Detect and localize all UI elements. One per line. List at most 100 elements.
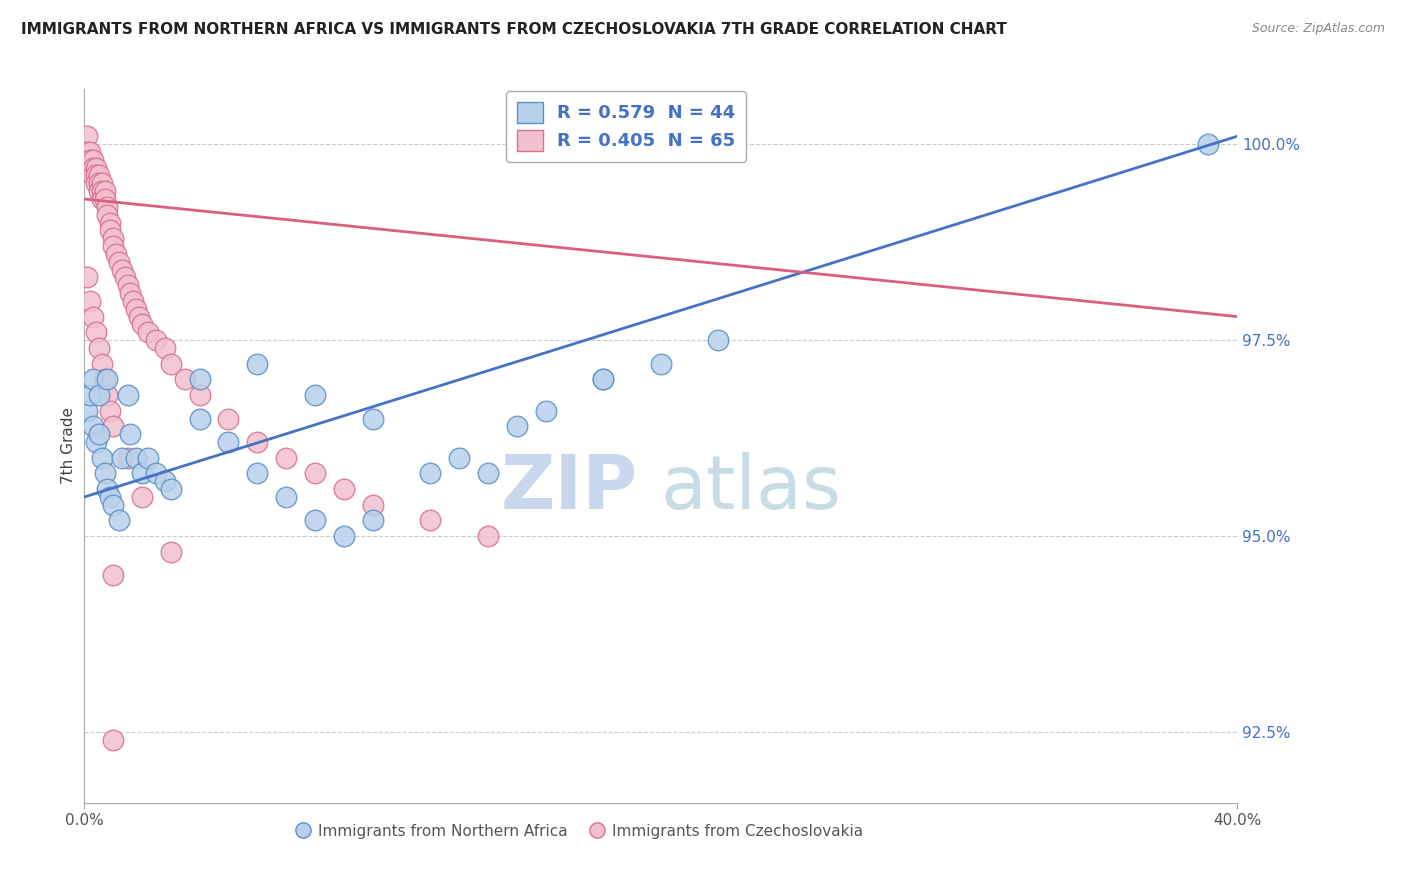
- Point: [419, 467, 441, 481]
- Point: [160, 482, 183, 496]
- Point: [136, 326, 159, 340]
- Point: [103, 733, 124, 747]
- Point: [188, 388, 211, 402]
- Point: [90, 450, 112, 465]
- Point: [76, 153, 98, 167]
- Point: [361, 514, 384, 528]
- Point: [419, 514, 441, 528]
- Text: atlas: atlas: [661, 452, 842, 525]
- Point: [218, 435, 240, 450]
- Point: [84, 176, 107, 190]
- Text: IMMIGRANTS FROM NORTHERN AFRICA VS IMMIGRANTS FROM CZECHOSLOVAKIA 7TH GRADE CORR: IMMIGRANTS FROM NORTHERN AFRICA VS IMMIG…: [21, 22, 1007, 37]
- Point: [87, 427, 110, 442]
- Point: [650, 357, 672, 371]
- Point: [90, 184, 112, 198]
- Point: [477, 467, 499, 481]
- Point: [79, 145, 101, 159]
- Point: [592, 372, 614, 386]
- Point: [125, 301, 148, 316]
- Point: [136, 450, 159, 465]
- Point: [506, 419, 529, 434]
- Point: [96, 388, 118, 402]
- Point: [333, 482, 356, 496]
- Point: [246, 357, 269, 371]
- Point: [90, 357, 112, 371]
- Point: [98, 403, 121, 417]
- Point: [82, 169, 104, 183]
- Point: [90, 176, 112, 190]
- Point: [188, 372, 211, 386]
- Point: [103, 498, 124, 512]
- Point: [707, 333, 730, 347]
- Point: [98, 215, 121, 229]
- Point: [96, 200, 118, 214]
- Point: [93, 467, 115, 481]
- Point: [96, 372, 118, 386]
- Point: [361, 411, 384, 425]
- Point: [276, 450, 298, 465]
- Point: [98, 223, 121, 237]
- Point: [333, 529, 356, 543]
- Point: [160, 357, 183, 371]
- Point: [84, 161, 107, 175]
- Point: [93, 184, 115, 198]
- Point: [117, 388, 139, 402]
- Point: [122, 293, 145, 308]
- Point: [120, 427, 142, 442]
- Point: [108, 254, 131, 268]
- Point: [82, 419, 104, 434]
- Point: [145, 333, 167, 347]
- Point: [82, 372, 104, 386]
- Legend: Immigrants from Northern Africa, Immigrants from Czechoslovakia: Immigrants from Northern Africa, Immigra…: [291, 818, 869, 845]
- Point: [246, 435, 269, 450]
- Point: [117, 278, 139, 293]
- Point: [304, 467, 326, 481]
- Point: [128, 310, 150, 324]
- Point: [93, 192, 115, 206]
- Point: [76, 270, 98, 285]
- Point: [114, 270, 136, 285]
- Point: [76, 403, 98, 417]
- Point: [87, 169, 110, 183]
- Point: [76, 145, 98, 159]
- Point: [477, 529, 499, 543]
- Point: [131, 318, 153, 332]
- Point: [76, 129, 98, 144]
- Point: [592, 372, 614, 386]
- Point: [87, 388, 110, 402]
- Point: [246, 467, 269, 481]
- Point: [304, 514, 326, 528]
- Point: [218, 411, 240, 425]
- Point: [82, 153, 104, 167]
- Point: [111, 262, 134, 277]
- Point: [84, 435, 107, 450]
- Point: [1198, 137, 1220, 152]
- Point: [90, 192, 112, 206]
- Point: [108, 514, 131, 528]
- Point: [103, 231, 124, 245]
- Point: [103, 419, 124, 434]
- Point: [174, 372, 197, 386]
- Point: [103, 568, 124, 582]
- Point: [103, 239, 124, 253]
- Point: [160, 545, 183, 559]
- Point: [96, 482, 118, 496]
- Point: [361, 498, 384, 512]
- Point: [125, 450, 148, 465]
- Point: [304, 388, 326, 402]
- Point: [93, 372, 115, 386]
- Point: [120, 286, 142, 301]
- Point: [82, 161, 104, 175]
- Point: [82, 310, 104, 324]
- Point: [84, 169, 107, 183]
- Point: [111, 450, 134, 465]
- Point: [534, 403, 557, 417]
- Point: [79, 388, 101, 402]
- Text: ZIP: ZIP: [501, 452, 638, 525]
- Point: [449, 450, 471, 465]
- Y-axis label: 7th Grade: 7th Grade: [60, 408, 76, 484]
- Point: [87, 341, 110, 355]
- Point: [105, 247, 128, 261]
- Point: [98, 490, 121, 504]
- Text: Source: ZipAtlas.com: Source: ZipAtlas.com: [1251, 22, 1385, 36]
